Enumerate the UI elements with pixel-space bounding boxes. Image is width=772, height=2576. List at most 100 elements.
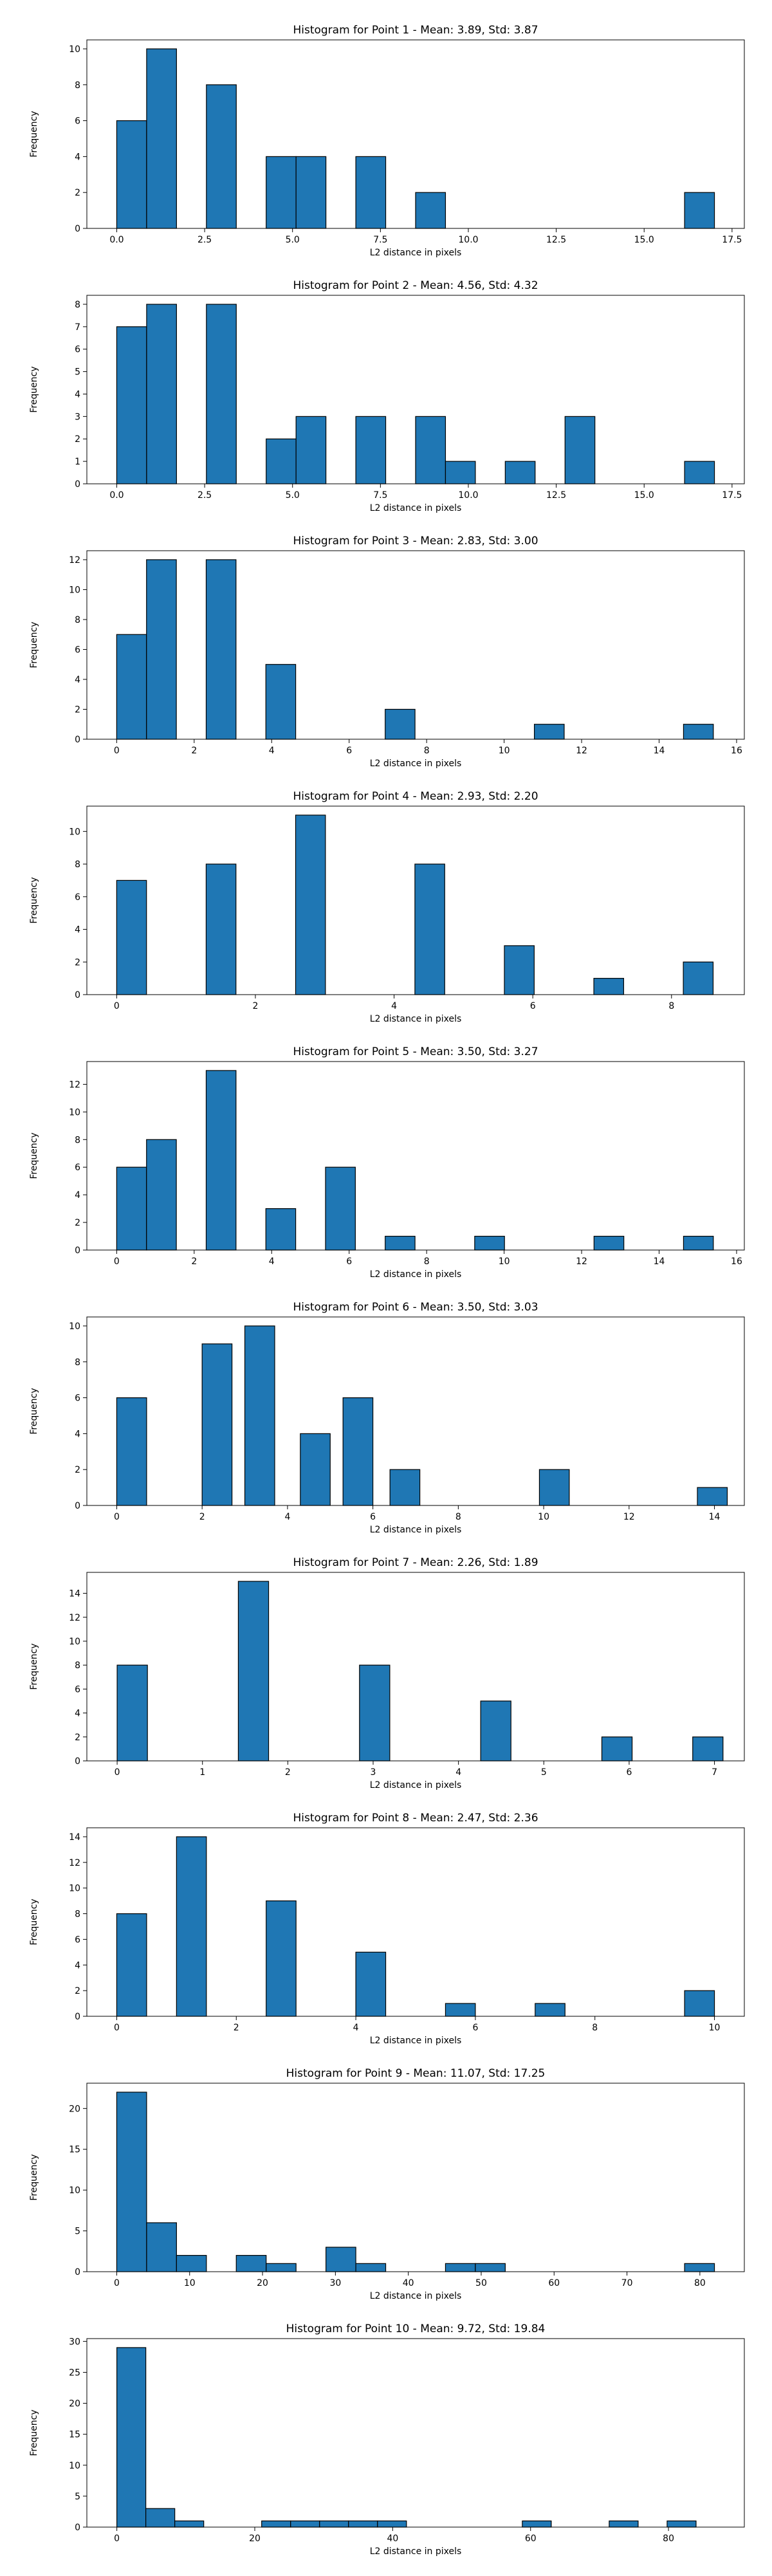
x-tick-label: 10	[538, 1512, 549, 1522]
histogram-bar	[697, 1487, 728, 1506]
x-tick-label: 12	[623, 1512, 635, 1522]
histogram-bar	[385, 708, 416, 740]
subplot-8: 0 2 4 6 8 10 0 2 4 6 8 10 12 14 Histogram for Point 8 …	[29, 1812, 745, 2046]
histogram-bar	[266, 2263, 297, 2272]
y-tick-label: 2	[75, 434, 80, 445]
histogram-bar	[415, 192, 446, 229]
histogram-bar	[684, 461, 715, 484]
y-tick-label: 6	[75, 116, 80, 127]
subplot-4: 0 2 4 6 8 0 2 4 6 8 10 Histogram for Point 4 - Mean…	[29, 790, 745, 1024]
x-tick-label: 5	[541, 1767, 547, 1778]
x-tick-label: 10	[499, 746, 510, 756]
chart-title: Histogram for Point 2 - Mean: 4.56, Std:…	[293, 279, 538, 292]
y-tick-label: 4	[75, 152, 80, 162]
x-tick-label: 6	[346, 1256, 352, 1267]
y-tick-label: 2	[75, 1986, 80, 1996]
histogram-bar	[116, 2347, 147, 2528]
y-tick-label: 12	[69, 1858, 80, 1868]
x-tick-label: 2	[234, 2023, 239, 2033]
y-tick-label: 2	[75, 1465, 80, 1475]
y-tick-label: 8	[75, 80, 80, 91]
histogram-bar	[683, 1235, 714, 1251]
histogram-bar	[295, 416, 327, 484]
x-tick-label: 4	[284, 1512, 290, 1522]
y-tick-label: 6	[75, 1684, 80, 1695]
x-axis-label: L2 distance in pixels	[370, 2036, 462, 2046]
histogram-bar	[176, 1836, 207, 2017]
histogram-bar	[116, 1397, 147, 1506]
histogram-bar	[146, 48, 177, 229]
y-tick-label: 0	[75, 1756, 80, 1767]
x-tick-label: 7.5	[373, 235, 387, 245]
histogram-bar	[601, 1736, 633, 1762]
histogram-bar	[206, 304, 237, 484]
y-tick-label: 8	[75, 615, 80, 625]
y-tick-label: 8	[75, 1661, 80, 1671]
histogram-bar	[359, 1664, 391, 1762]
histogram-bar	[146, 1139, 177, 1251]
x-tick-label: 8	[592, 2023, 598, 2033]
histogram-bar	[206, 84, 237, 229]
x-tick-label: 4	[269, 1256, 275, 1267]
y-axis-label: Frequency	[29, 1388, 39, 1434]
x-tick-label: 50	[475, 2278, 487, 2288]
histogram-bar	[355, 416, 387, 484]
x-tick-label: 8	[455, 1512, 461, 1522]
x-tick-label: 5.0	[286, 235, 300, 245]
x-tick-label: 12	[576, 1256, 587, 1267]
x-tick-label: 14	[654, 1256, 665, 1267]
x-tick-label: 8	[668, 1001, 674, 1011]
histogram-bar	[474, 1235, 505, 1251]
x-tick-label: 6	[626, 1767, 632, 1778]
x-tick-label: 2	[199, 1512, 205, 1522]
y-tick-label: 15	[69, 2145, 80, 2155]
y-tick-label: 4	[75, 1429, 80, 1439]
histogram-bar	[355, 2263, 387, 2272]
y-tick-label: 8	[75, 1135, 80, 1145]
axes-frame	[86, 1061, 745, 1251]
x-tick-label: 60	[525, 2534, 537, 2544]
y-tick-label: 2	[75, 188, 80, 198]
axes-frame	[86, 39, 745, 229]
x-tick-label: 2	[191, 1256, 197, 1267]
chart-title: Histogram for Point 9 - Mean: 11.07, Std…	[286, 2067, 546, 2080]
y-tick-label: 14	[69, 1832, 80, 1843]
histogram-bar	[290, 2520, 320, 2528]
y-tick-label: 12	[69, 1613, 80, 1623]
histogram-bar	[145, 2508, 176, 2528]
y-tick-label: 4	[75, 675, 80, 685]
histogram-bar	[445, 2003, 476, 2017]
histogram-bar	[504, 461, 536, 484]
y-tick-label: 2	[75, 957, 80, 968]
chart-title: Histogram for Point 1 - Mean: 3.89, Std:…	[293, 24, 538, 37]
histogram-bar	[389, 1469, 421, 1506]
x-axis-label: L2 distance in pixels	[370, 2546, 462, 2557]
histogram-bar	[116, 1664, 148, 1762]
chart-title: Histogram for Point 10 - Mean: 9.72, Std…	[286, 2323, 546, 2335]
x-tick-label: 20	[249, 2534, 261, 2544]
histogram-bar	[683, 724, 714, 740]
y-tick-label: 0	[75, 1246, 80, 1256]
x-tick-label: 40	[387, 2534, 398, 2544]
chart-title: Histogram for Point 4 - Mean: 2.93, Std:…	[293, 790, 538, 803]
y-tick-label: 5	[75, 2227, 80, 2237]
x-axis-label: L2 distance in pixels	[370, 1525, 462, 1535]
x-tick-label: 2	[191, 746, 197, 756]
histogram-bar	[684, 1990, 715, 2017]
y-axis-label: Frequency	[29, 1899, 39, 1945]
y-tick-label: 15	[69, 2430, 80, 2440]
y-tick-label: 4	[75, 1190, 80, 1201]
subplot-9: 0 10 20 30 40 50 60 70 80 0 5 10 15 20 Histogram for P…	[29, 2067, 745, 2301]
axes-frame	[86, 2083, 745, 2272]
x-tick-label: 3	[371, 1767, 376, 1778]
y-axis-label: Frequency	[29, 366, 39, 412]
histogram-bar	[692, 1736, 724, 1762]
y-tick-label: 6	[75, 645, 80, 655]
axes-frame	[86, 805, 745, 995]
x-tick-label: 17.5	[722, 490, 742, 501]
x-axis-label: L2 distance in pixels	[370, 759, 462, 769]
y-tick-label: 6	[75, 1394, 80, 1404]
y-tick-label: 2	[75, 704, 80, 715]
histogram-bar	[683, 961, 714, 995]
histogram-bar	[265, 1208, 297, 1251]
